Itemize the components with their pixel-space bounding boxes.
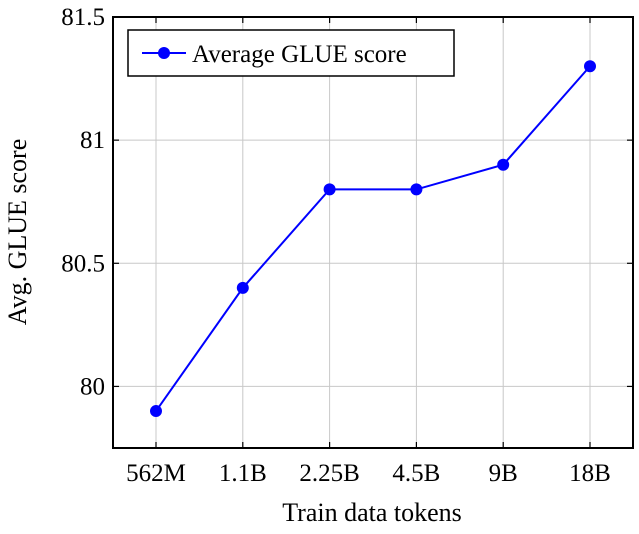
y-tick-label: 81 [80, 127, 105, 154]
x-tick-label: 9B [489, 460, 518, 487]
plot-frame [112, 16, 634, 449]
y-tick-label: 80.5 [61, 250, 105, 277]
x-tick-label: 18B [569, 460, 611, 487]
x-tick-label: 562M [126, 460, 186, 487]
legend-label: Average GLUE score [192, 41, 407, 68]
x-tick-label: 4.5B [392, 460, 440, 487]
series-line [155, 65, 591, 412]
x-tick-label: 2.25B [299, 460, 359, 487]
data-point [236, 281, 249, 294]
data-point [497, 158, 510, 171]
x-tick-labels: 562M 1.1B 2.25B 4.5B 9B 18B [126, 460, 611, 487]
x-axis-label: Train data tokens [282, 498, 462, 527]
legend-marker-swatch [158, 47, 170, 59]
axis-ticks [113, 16, 633, 448]
y-tick-labels: 80 80.5 81 81.5 [61, 4, 105, 400]
data-point [150, 405, 162, 418]
legend: Average GLUE score [127, 29, 455, 77]
x-tick-label: 1.1B [219, 460, 267, 487]
y-tick-label: 80 [80, 373, 105, 400]
grid [113, 16, 633, 448]
series-markers [150, 60, 596, 418]
data-point [584, 60, 596, 73]
y-tick-label: 81.5 [61, 4, 105, 31]
data-point [410, 183, 423, 196]
data-point [323, 183, 336, 196]
y-axis-label: Avg. GLUE score [3, 139, 32, 326]
